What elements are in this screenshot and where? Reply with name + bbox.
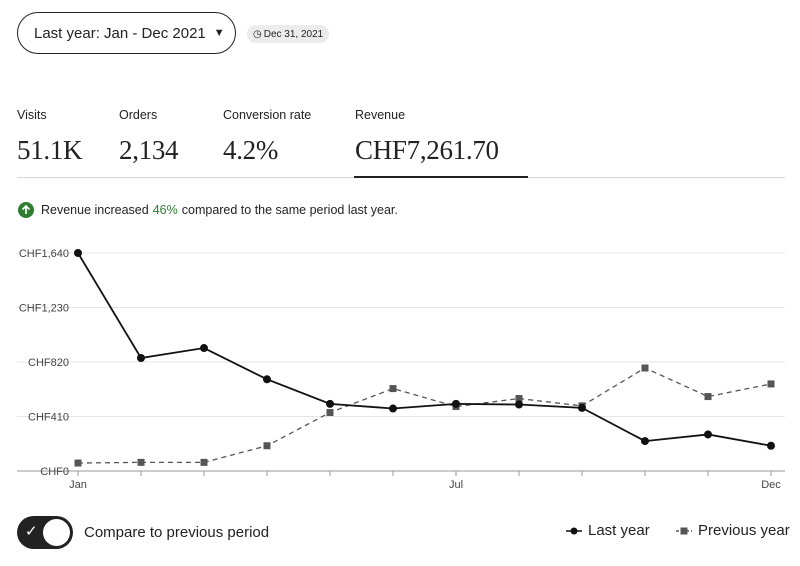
data-point-last-year <box>74 249 82 257</box>
x-tick-label: Jan <box>69 479 87 491</box>
data-point-previous-year <box>515 395 523 403</box>
data-point-last-year <box>578 403 586 412</box>
data-point-last-year <box>137 354 145 363</box>
chevron-down-icon: ▼ <box>213 27 225 39</box>
metric-orders-value: 2,134 <box>119 135 179 165</box>
data-point-previous-year <box>137 458 145 466</box>
legend-previous-year: Previous year <box>676 522 790 539</box>
toggle-knob <box>43 519 70 546</box>
metric-visits[interactable]: Visits 51.1K <box>17 108 83 166</box>
notice-prefix: Revenue increased <box>41 203 149 217</box>
data-point-last-year <box>263 375 271 384</box>
date-badge-text: Dec 31, 2021 <box>263 28 324 40</box>
metric-visits-value: 51.1K <box>17 135 83 165</box>
metric-orders-label: Orders <box>119 108 158 122</box>
series-line-previous-year <box>77 367 772 464</box>
metric-conversion-value: 4.2% <box>223 135 279 165</box>
data-point-previous-year <box>389 385 397 393</box>
legend-last-year: Last year <box>566 522 650 539</box>
data-point-last-year <box>515 400 523 409</box>
metric-orders[interactable]: Orders 2,134 <box>119 108 179 166</box>
revenue-notice: Revenue increased 46% compared to the sa… <box>18 202 398 218</box>
data-point-previous-year <box>767 380 775 388</box>
y-tick-label: CHF820 <box>28 357 69 369</box>
data-point-last-year <box>200 344 208 353</box>
data-point-previous-year <box>326 409 334 417</box>
metric-conversion[interactable]: Conversion rate 4.2% <box>223 108 311 166</box>
x-tick-label: Dec <box>761 479 781 491</box>
data-point-previous-year <box>641 364 649 372</box>
legend-last-year-label: Last year <box>588 522 650 539</box>
legend-last-year-marker <box>566 527 582 534</box>
data-point-last-year <box>767 441 775 450</box>
y-tick-label: CHF1,640 <box>19 248 69 260</box>
date-badge: ◷ Dec 31, 2021 <box>247 25 330 43</box>
data-point-previous-year <box>74 459 82 467</box>
y-tick-label: CHF0 <box>40 466 69 478</box>
compare-toggle-label: Compare to previous period <box>84 524 270 541</box>
revenue-chart: CHF0 CHF410 CHF820 CHF1,230 CHF1,640 Jan Jul D… <box>17 248 785 491</box>
date-range-dropdown[interactable]: Last year: Jan - Dec 2021 ▼ <box>17 12 236 54</box>
date-range-label: Last year: Jan - Dec 2021 <box>34 24 206 42</box>
metric-revenue-label: Revenue <box>355 108 406 122</box>
data-point-previous-year <box>704 393 712 401</box>
data-point-last-year <box>641 437 649 446</box>
data-point-last-year <box>389 404 397 413</box>
check-icon: ✓ <box>25 523 38 540</box>
metric-revenue-value: CHF7,261.70 <box>355 135 499 165</box>
y-tick-label: CHF410 <box>28 412 69 424</box>
legend-previous-year-label: Previous year <box>698 522 790 539</box>
compare-toggle[interactable]: ✓ <box>17 516 73 549</box>
y-tick-label: CHF1,230 <box>19 303 69 315</box>
legend-previous-year-marker <box>676 527 692 534</box>
data-point-last-year <box>452 399 460 408</box>
metric-conversion-label: Conversion rate <box>223 108 312 122</box>
metric-revenue[interactable]: Revenue CHF7,261.70 <box>355 108 528 178</box>
data-point-previous-year <box>200 458 208 466</box>
series-line-last-year <box>77 252 772 447</box>
data-point-last-year <box>704 430 712 439</box>
notice-suffix: compared to the same period last year. <box>181 203 398 217</box>
data-point-last-year <box>326 399 334 408</box>
notice-percent: 46% <box>152 203 178 217</box>
clock-icon: ◷ <box>253 28 262 40</box>
selected-metric-indicator <box>354 176 528 178</box>
metric-visits-label: Visits <box>17 108 47 122</box>
arrow-up-icon <box>18 202 34 218</box>
data-point-previous-year <box>263 442 271 450</box>
x-tick-label: Jul <box>449 479 463 491</box>
